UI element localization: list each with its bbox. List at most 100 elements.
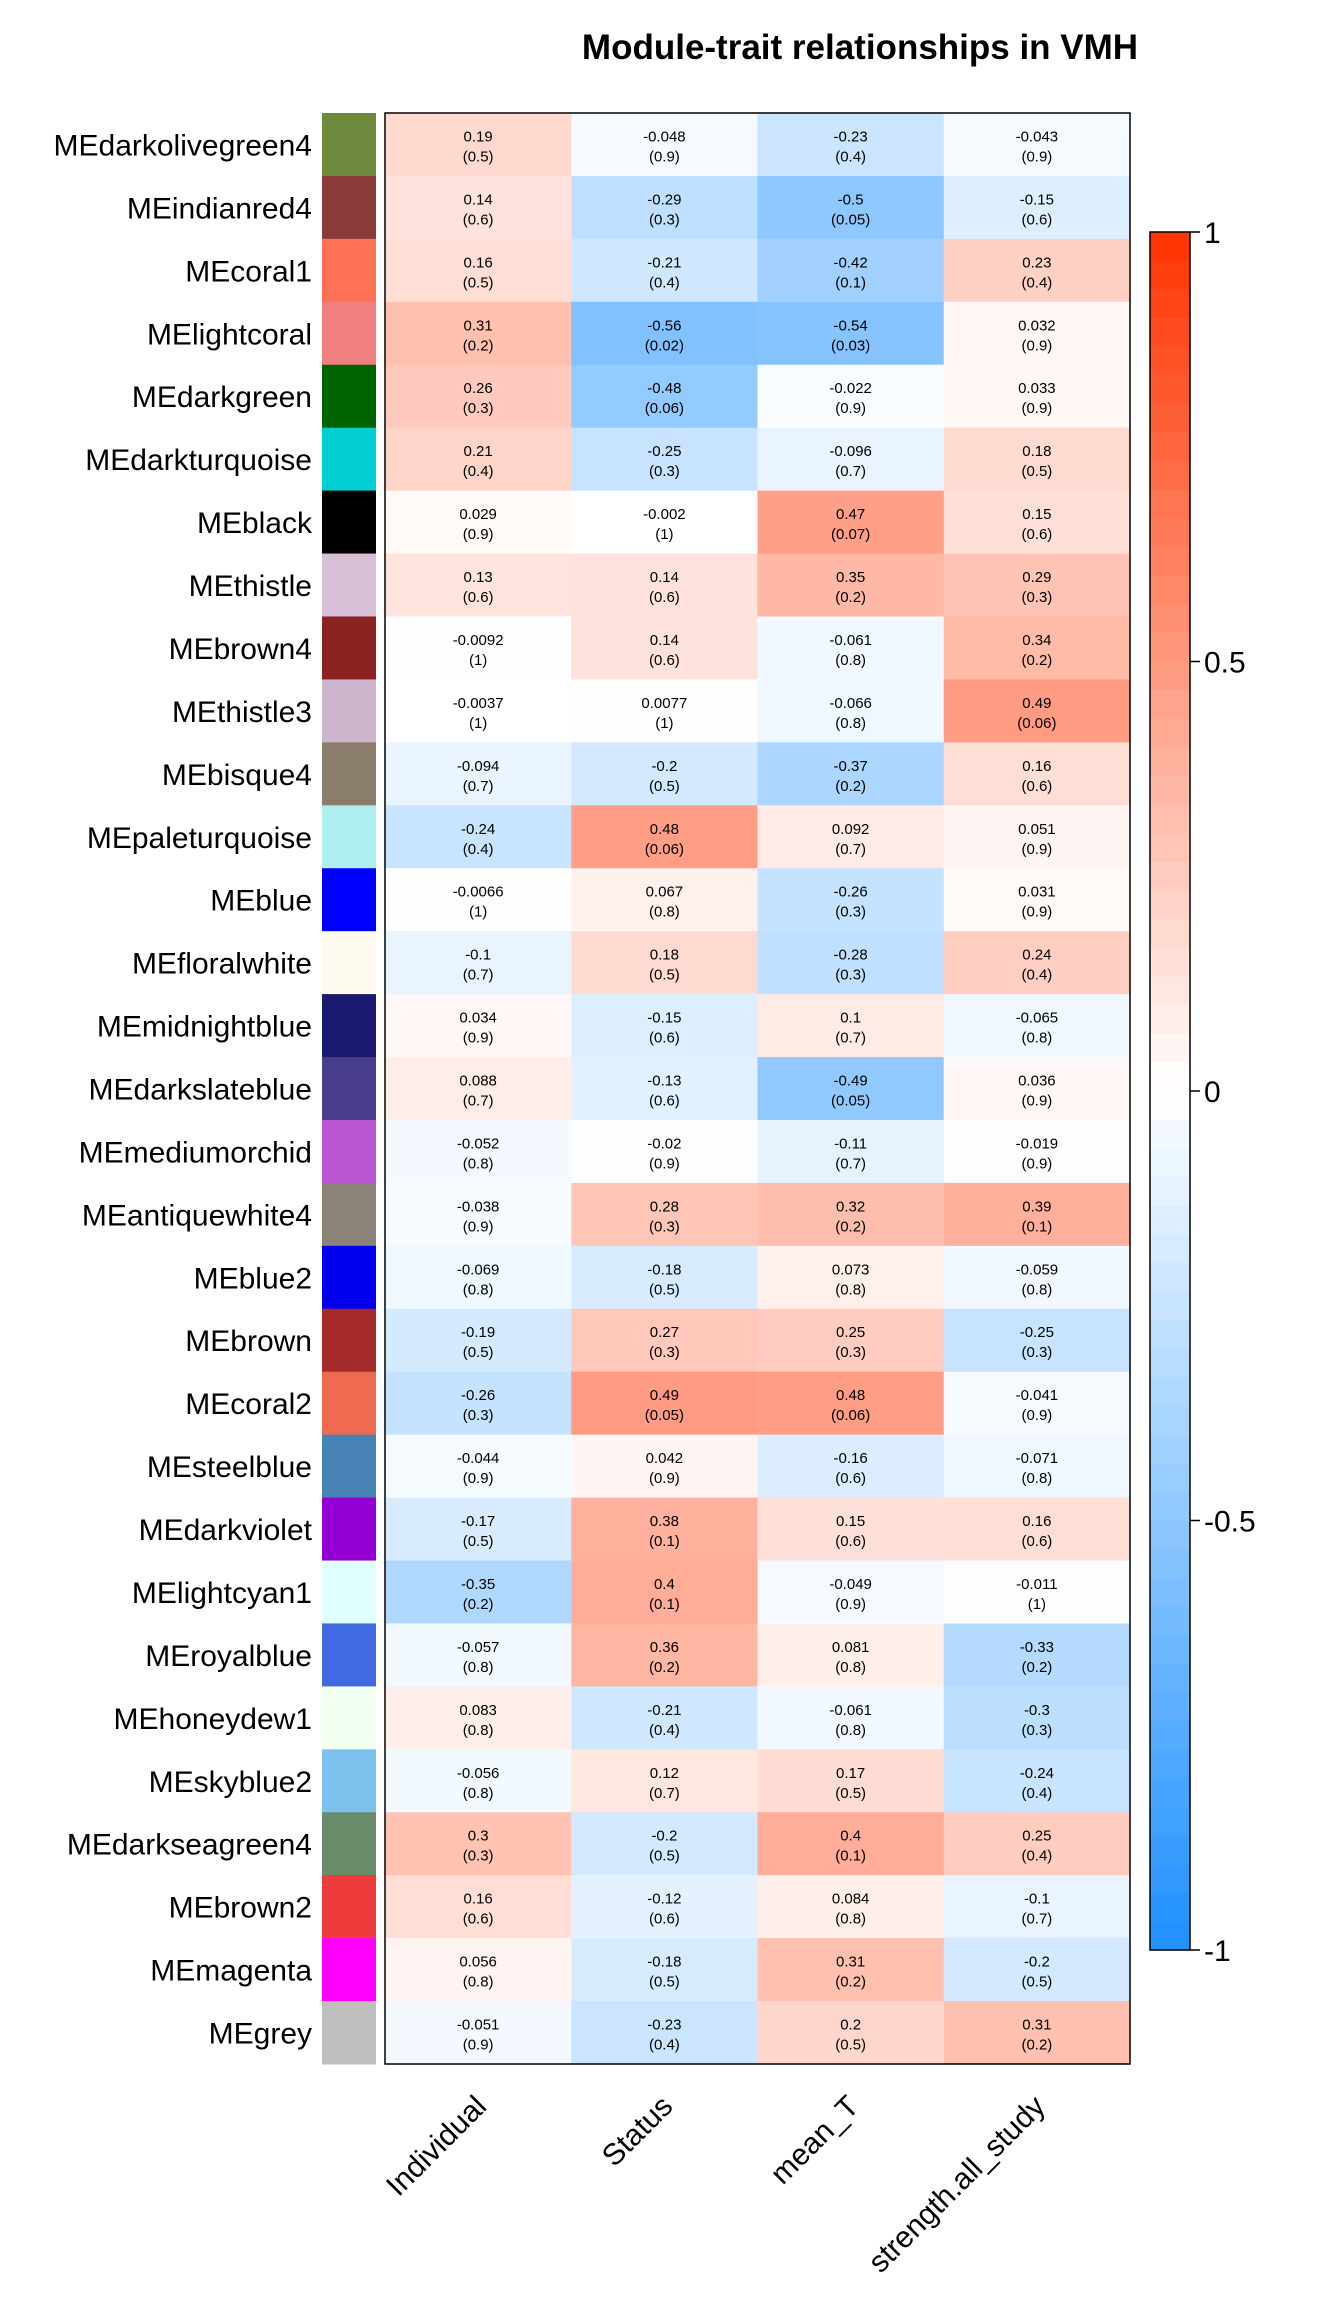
heatmap-cell: [385, 805, 572, 869]
heatmap-cell: [571, 2001, 758, 2065]
legend-color-segment: [1150, 1205, 1190, 1235]
heatmap-cell: [571, 364, 758, 429]
cell-pvalue-label: (0.4): [463, 841, 494, 858]
cell-pvalue-label: (0.3): [649, 1218, 680, 1235]
cell-correlation-label: -0.057: [457, 1639, 500, 1656]
cell-pvalue-label: (0.3): [1021, 1344, 1052, 1361]
cell-correlation-label: 0.4: [654, 1576, 675, 1593]
cell-pvalue-label: (0.9): [463, 526, 494, 543]
row-label: MEthistle: [189, 570, 312, 603]
heatmap-cell: [385, 553, 572, 617]
legend-color-segment: [1150, 861, 1190, 892]
cell-pvalue-label: (0.05): [831, 1093, 870, 1110]
cell-correlation-label: 0.31: [1022, 2017, 1051, 2034]
module-color-swatch: [322, 1875, 376, 1939]
module-color-swatch: [322, 1497, 376, 1562]
module-color-swatch: [322, 1812, 376, 1876]
cell-pvalue-label: (0.9): [1021, 1407, 1052, 1424]
legend-tick-label: 0: [1204, 1076, 1221, 1109]
heatmap-cell: [385, 427, 572, 492]
cell-pvalue-label: (0.4): [649, 2037, 680, 2054]
cell-correlation-label: 0.036: [1018, 1073, 1056, 1090]
heatmap-cell: [943, 1182, 1131, 1247]
legend-color-segment: [1150, 804, 1190, 834]
module-color-swatch: [322, 1434, 376, 1499]
heatmap-cell: [757, 1119, 945, 1184]
heatmap-cell: [757, 238, 945, 303]
module-color-swatch: [322, 616, 376, 680]
module-color-swatch: [322, 553, 376, 617]
cell-correlation-label: -0.17: [461, 1513, 495, 1530]
cell-correlation-label: 0.14: [464, 191, 493, 208]
cell-correlation-label: -0.25: [1020, 1324, 1054, 1341]
cell-pvalue-label: (0.9): [835, 400, 866, 417]
cell-correlation-label: 0.033: [1018, 380, 1056, 397]
cell-pvalue-label: (0.2): [463, 1596, 494, 1613]
cell-correlation-label: 0.0077: [641, 695, 687, 712]
legend-color-segment: [1150, 661, 1190, 691]
heatmap-cell: [385, 1560, 572, 1624]
heatmap-cell: [757, 490, 945, 555]
cell-pvalue-label: (1): [469, 904, 487, 921]
cell-correlation-label: -0.2: [1024, 1954, 1050, 1971]
heatmap-cell: [757, 1308, 945, 1373]
cell-correlation-label: 0.23: [1022, 254, 1051, 271]
heatmap-cell: [757, 868, 945, 932]
legend-color-segment: [1150, 1577, 1190, 1607]
module-color-swatch: [322, 1182, 376, 1247]
cell-pvalue-label: (0.6): [463, 211, 494, 228]
heatmap-cell: [757, 1497, 945, 1562]
module-color-swatch: [322, 2001, 376, 2065]
heatmap-cell: [571, 1497, 758, 1562]
cell-correlation-label: -0.051: [457, 2017, 500, 2034]
heatmap-cell: [757, 301, 945, 366]
cell-correlation-label: -0.16: [834, 1450, 868, 1467]
heatmap-cell: [571, 931, 758, 995]
legend-color-segment: [1150, 518, 1190, 548]
cell-pvalue-label: (0.3): [649, 211, 680, 228]
cell-pvalue-label: (0.4): [463, 463, 494, 480]
cell-correlation-label: 0.28: [650, 1198, 679, 1215]
heatmap-cell: [757, 1182, 945, 1247]
heatmap-cell: [571, 1434, 758, 1499]
legend-color-segment: [1150, 1176, 1190, 1207]
cell-pvalue-label: (0.5): [463, 274, 494, 291]
row-label: MElightcoral: [147, 318, 312, 351]
cell-pvalue-label: (0.5): [1021, 1974, 1052, 1991]
cell-correlation-label: -0.069: [457, 1261, 500, 1278]
cell-correlation-label: -0.48: [647, 380, 681, 397]
heatmap-cell: [757, 616, 945, 680]
cell-pvalue-label: (0.8): [1021, 1281, 1052, 1298]
module-color-swatch: [322, 490, 376, 555]
cell-correlation-label: 0.25: [836, 1324, 865, 1341]
legend-color-segment: [1150, 1091, 1190, 1121]
heatmap-cell: [571, 175, 758, 240]
cell-pvalue-label: (0.6): [649, 652, 680, 669]
cell-pvalue-label: (0.7): [1021, 1911, 1052, 1928]
heatmap-cell: [757, 1812, 945, 1876]
cell-pvalue-label: (0.6): [649, 1030, 680, 1047]
heatmap-cell: [757, 2001, 945, 2065]
heatmap-cell: [943, 805, 1131, 869]
cell-pvalue-label: (0.8): [463, 1659, 494, 1676]
heatmap-cell: [757, 679, 945, 743]
module-color-swatch: [322, 113, 376, 177]
cell-pvalue-label: (0.2): [649, 1659, 680, 1676]
cell-correlation-label: 0.29: [1022, 569, 1051, 586]
heatmap-cell: [943, 679, 1131, 743]
legend-color-segment: [1150, 375, 1190, 405]
cell-correlation-label: -0.056: [457, 1765, 500, 1782]
heatmap-cell: [571, 679, 758, 743]
heatmap-cell: [571, 1875, 758, 1939]
row-label: MEdarkslateblue: [89, 1074, 312, 1107]
cell-pvalue-label: (0.2): [463, 337, 494, 354]
cell-correlation-label: -0.54: [834, 317, 868, 334]
cell-pvalue-label: (0.9): [1021, 1155, 1052, 1172]
cell-correlation-label: 0.034: [459, 1010, 497, 1027]
heatmap-border: [384, 112, 1131, 2065]
heatmap-cell: [385, 1182, 572, 1247]
cell-correlation-label: -0.21: [647, 254, 681, 271]
cell-pvalue-label: (0.3): [649, 1344, 680, 1361]
heatmap-cell: [571, 1057, 758, 1121]
cell-correlation-label: 0.088: [459, 1073, 497, 1090]
